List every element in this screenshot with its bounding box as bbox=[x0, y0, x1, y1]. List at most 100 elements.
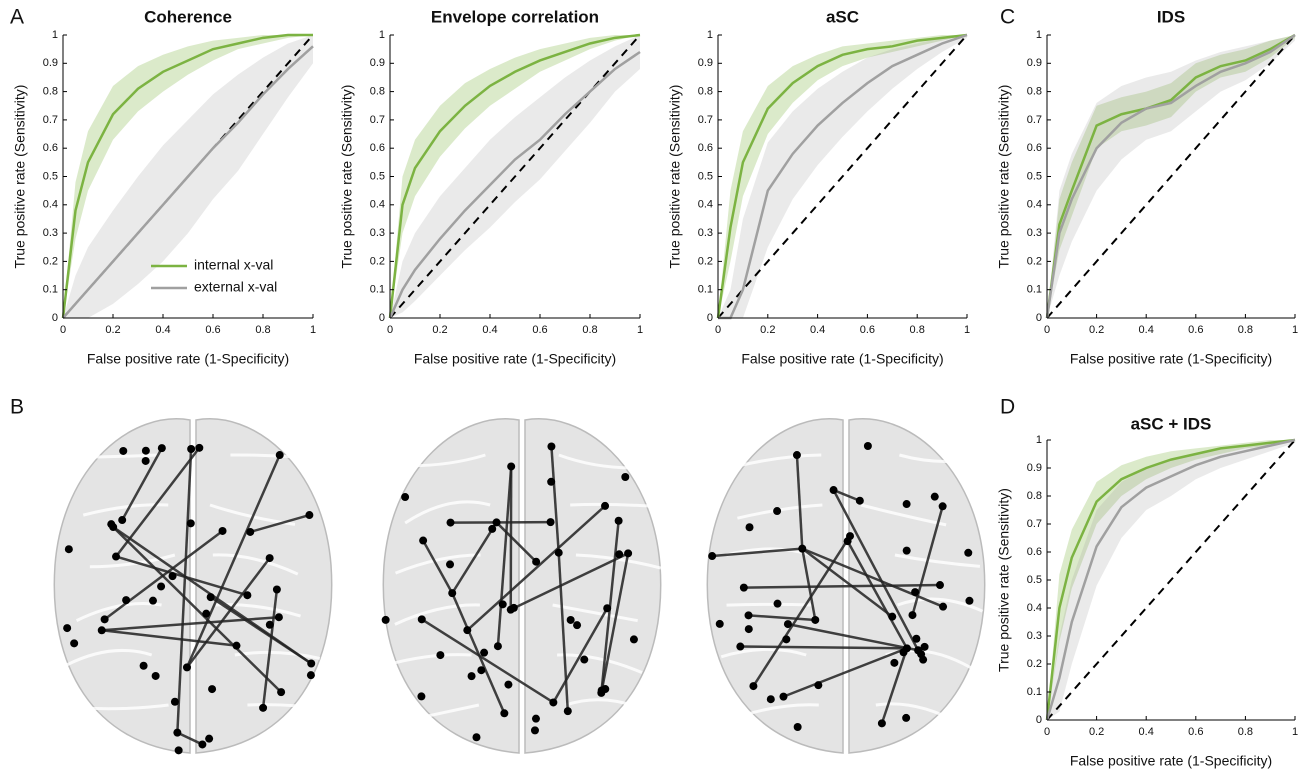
y-tick-label: 0.6 bbox=[1027, 546, 1042, 558]
y-tick-label: 0.8 bbox=[1027, 490, 1042, 502]
y-tick-label: 0.6 bbox=[370, 142, 385, 154]
electrode bbox=[158, 444, 166, 452]
electrode bbox=[447, 519, 455, 527]
electrode bbox=[745, 625, 753, 633]
electrode bbox=[903, 644, 911, 652]
electrode bbox=[921, 643, 929, 651]
x-tick-label: 0.4 bbox=[482, 324, 497, 336]
electrode bbox=[917, 650, 925, 658]
chart-title: Envelope correlation bbox=[431, 7, 599, 26]
electrode bbox=[965, 597, 973, 605]
electrode bbox=[830, 486, 838, 494]
y-tick-label: 0 bbox=[1036, 312, 1042, 324]
y-tick-label: 0.4 bbox=[1027, 602, 1042, 614]
electrode bbox=[500, 709, 508, 717]
hemisphere bbox=[54, 419, 190, 753]
electrode bbox=[187, 445, 195, 453]
x-tick-label: 0.4 bbox=[810, 324, 825, 336]
y-tick-label: 0.9 bbox=[698, 57, 713, 69]
x-tick-label: 0.8 bbox=[910, 324, 925, 336]
y-tick-label: 0.7 bbox=[370, 114, 385, 126]
y-tick-label: 0.9 bbox=[1027, 462, 1042, 474]
y-tick-label: 0.2 bbox=[43, 255, 58, 267]
x-axis-label: False positive rate (1-Specificity) bbox=[1070, 753, 1272, 769]
electrode bbox=[436, 651, 444, 659]
electrode bbox=[472, 733, 480, 741]
electrode bbox=[142, 457, 150, 465]
electrode bbox=[856, 497, 864, 505]
y-tick-label: 0.4 bbox=[43, 199, 58, 211]
y-tick-label: 1 bbox=[52, 29, 58, 41]
y-tick-label: 0.3 bbox=[698, 227, 713, 239]
connection bbox=[740, 647, 907, 649]
electrode bbox=[547, 478, 555, 486]
electrode bbox=[936, 581, 944, 589]
electrode bbox=[621, 473, 629, 481]
x-axis-label: False positive rate (1-Specificity) bbox=[87, 351, 289, 367]
electrode bbox=[307, 659, 315, 667]
electrode bbox=[736, 643, 744, 651]
x-tick-label: 0.2 bbox=[105, 324, 120, 336]
electrode bbox=[477, 666, 485, 674]
sulcus bbox=[727, 604, 812, 605]
panel-label: B bbox=[10, 396, 24, 419]
electrode bbox=[601, 502, 609, 510]
electrode bbox=[547, 443, 555, 451]
electrode bbox=[463, 626, 471, 634]
y-tick-label: 0.5 bbox=[43, 170, 58, 182]
electrode bbox=[793, 451, 801, 459]
electrode bbox=[846, 532, 854, 540]
electrode bbox=[939, 603, 947, 611]
electrode bbox=[243, 591, 251, 599]
electrode bbox=[307, 671, 315, 679]
y-tick-label: 0.5 bbox=[1027, 574, 1042, 586]
y-tick-label: 0.9 bbox=[43, 57, 58, 69]
electrode bbox=[112, 553, 120, 561]
electrode bbox=[573, 621, 581, 629]
y-tick-label: 0.3 bbox=[1027, 227, 1042, 239]
y-tick-label: 0.7 bbox=[43, 114, 58, 126]
y-axis-label: True positive rate (Sensitivity) bbox=[339, 85, 355, 269]
electrode bbox=[903, 500, 911, 508]
electrode bbox=[532, 715, 540, 723]
electrode bbox=[912, 635, 920, 643]
electrode bbox=[205, 735, 213, 743]
electrode bbox=[624, 549, 632, 557]
y-axis-label: True positive rate (Sensitivity) bbox=[996, 488, 1012, 672]
electrode bbox=[603, 604, 611, 612]
x-tick-label: 0 bbox=[387, 324, 393, 336]
x-tick-label: 0.8 bbox=[255, 324, 270, 336]
y-axis-label: True positive rate (Sensitivity) bbox=[667, 85, 683, 269]
electrode bbox=[122, 596, 130, 604]
electrode bbox=[798, 545, 806, 553]
x-tick-label: 0.8 bbox=[1238, 324, 1253, 336]
electrode bbox=[902, 714, 910, 722]
y-tick-label: 0.9 bbox=[1027, 57, 1042, 69]
x-tick-label: 0.6 bbox=[860, 324, 875, 336]
electrode bbox=[564, 707, 572, 715]
y-tick-label: 1 bbox=[1036, 434, 1042, 446]
x-tick-label: 1 bbox=[964, 324, 970, 336]
x-tick-label: 0.4 bbox=[1139, 726, 1154, 738]
electrode bbox=[401, 493, 409, 501]
chart-title: IDS bbox=[1157, 7, 1185, 26]
electrode bbox=[65, 545, 73, 553]
chart-title: aSC + IDS bbox=[1131, 414, 1212, 433]
electrode bbox=[908, 611, 916, 619]
x-tick-label: 0 bbox=[60, 324, 66, 336]
electrode bbox=[202, 610, 210, 618]
y-tick-label: 0.1 bbox=[370, 284, 385, 296]
y-tick-label: 0.1 bbox=[1027, 686, 1042, 698]
electrode bbox=[911, 588, 919, 596]
y-axis-label: True positive rate (Sensitivity) bbox=[12, 85, 28, 269]
electrode bbox=[890, 659, 898, 667]
y-tick-label: 0.4 bbox=[1027, 199, 1042, 211]
electrode bbox=[784, 620, 792, 628]
electrode bbox=[767, 695, 775, 703]
electrode bbox=[773, 507, 781, 515]
electrode bbox=[507, 462, 515, 470]
electrode bbox=[107, 520, 115, 528]
electrode bbox=[493, 518, 501, 526]
electrode bbox=[878, 719, 886, 727]
figure: A B C D CoherenceFalse positive rate (1-… bbox=[0, 0, 1315, 775]
